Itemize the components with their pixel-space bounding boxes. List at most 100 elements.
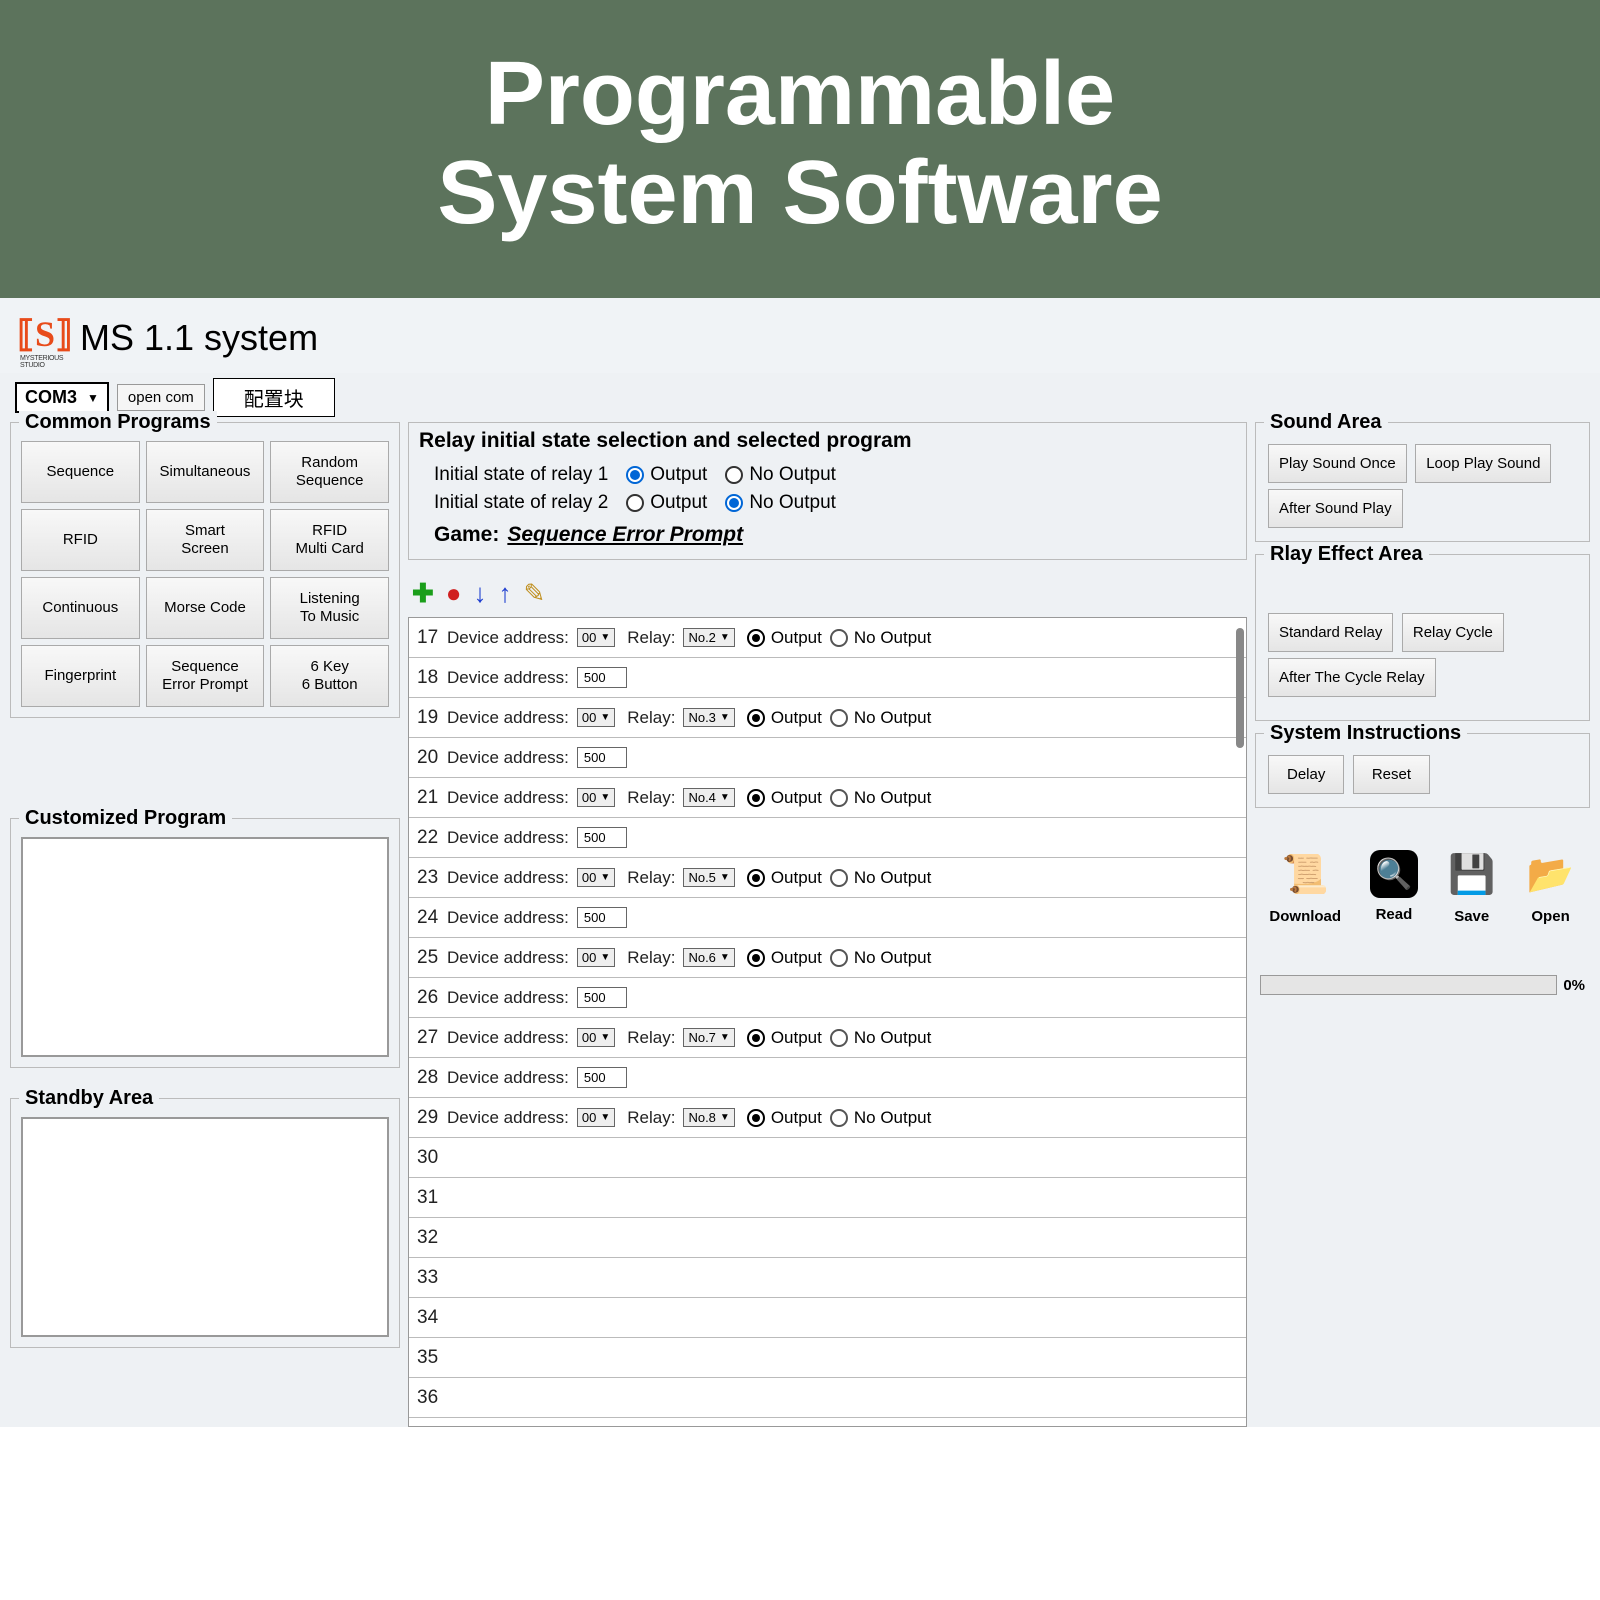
open-action[interactable]: 📂 Open [1526, 850, 1576, 925]
sound-title: Sound Area [1264, 411, 1388, 434]
relay-select[interactable]: No.4 [683, 788, 734, 807]
addr-select[interactable]: 00 [577, 868, 615, 887]
grid-row-22[interactable]: 22Device address:500 [409, 818, 1246, 858]
addr-select[interactable]: 00 [577, 948, 615, 967]
program-button-9[interactable]: Fingerprint [21, 645, 140, 707]
row-output[interactable]: Output [747, 1028, 822, 1048]
relay-effect-title: Rlay Effect Area [1264, 543, 1429, 566]
grid-row-35[interactable]: 35 [409, 1338, 1246, 1378]
program-button-1[interactable]: Simultaneous [146, 441, 265, 503]
grid-row-33[interactable]: 33 [409, 1258, 1246, 1298]
row-output[interactable]: Output [747, 788, 822, 808]
play-sound-once-button[interactable]: Play Sound Once [1268, 444, 1407, 483]
row-output[interactable]: Output [747, 868, 822, 888]
program-button-10[interactable]: SequenceError Prompt [146, 645, 265, 707]
grid-row-18[interactable]: 18Device address:500 [409, 658, 1246, 698]
grid-row-27[interactable]: 27Device address:00Relay:No.7OutputNo Ou… [409, 1018, 1246, 1058]
relay-select[interactable]: No.3 [683, 708, 734, 727]
standard-relay-button[interactable]: Standard Relay [1268, 613, 1393, 652]
wand-icon[interactable]: ✎ [524, 578, 546, 609]
relay-select[interactable]: No.6 [683, 948, 734, 967]
row-nooutput[interactable]: No Output [830, 868, 932, 888]
move-down-icon[interactable]: ↓ [474, 578, 487, 609]
program-button-0[interactable]: Sequence [21, 441, 140, 503]
open-com-button[interactable]: open com [117, 384, 205, 411]
relay-cycle-button[interactable]: Relay Cycle [1402, 613, 1504, 652]
row-output[interactable]: Output [747, 628, 822, 648]
grid-row-24[interactable]: 24Device address:500 [409, 898, 1246, 938]
relay2-nooutput[interactable]: No Output [725, 492, 836, 514]
grid-row-29[interactable]: 29Device address:00Relay:No.8OutputNo Ou… [409, 1098, 1246, 1138]
row-nooutput[interactable]: No Output [830, 708, 932, 728]
relay-select[interactable]: No.2 [683, 628, 734, 647]
relay1-label: Initial state of relay 1 [434, 464, 608, 486]
grid-row-17[interactable]: 17Device address:00Relay:No.2OutputNo Ou… [409, 618, 1246, 658]
addr-select[interactable]: 00 [577, 1028, 615, 1047]
grid-row-31[interactable]: 31 [409, 1178, 1246, 1218]
read-action[interactable]: 🔍 Read [1370, 850, 1418, 925]
game-row: Game: Sequence Error Prompt [419, 517, 1236, 553]
remove-icon[interactable]: ● [446, 578, 462, 609]
addr-input[interactable]: 500 [577, 907, 627, 928]
delay-button[interactable]: Delay [1268, 755, 1344, 794]
program-button-7[interactable]: Morse Code [146, 577, 265, 639]
row-nooutput[interactable]: No Output [830, 1028, 932, 1048]
addr-input[interactable]: 500 [577, 987, 627, 1008]
row-nooutput[interactable]: No Output [830, 1108, 932, 1128]
program-button-5[interactable]: RFIDMulti Card [270, 509, 389, 571]
addr-select[interactable]: 00 [577, 628, 615, 647]
com-select[interactable]: COM3 [15, 382, 109, 413]
row-output[interactable]: Output [747, 948, 822, 968]
addr-input[interactable]: 500 [577, 747, 627, 768]
addr-input[interactable]: 500 [577, 827, 627, 848]
row-nooutput[interactable]: No Output [830, 788, 932, 808]
grid-row-34[interactable]: 34 [409, 1298, 1246, 1338]
relay2-output[interactable]: Output [626, 492, 707, 514]
program-button-6[interactable]: Continuous [21, 577, 140, 639]
addr-input[interactable]: 500 [577, 667, 627, 688]
program-button-4[interactable]: SmartScreen [146, 509, 265, 571]
config-button[interactable]: 配置块 [213, 378, 335, 417]
grid-row-36[interactable]: 36 [409, 1378, 1246, 1418]
loop-play-sound-button[interactable]: Loop Play Sound [1415, 444, 1551, 483]
program-button-2[interactable]: RandomSequence [270, 441, 389, 503]
move-up-icon[interactable]: ↑ [499, 578, 512, 609]
relay-select[interactable]: No.5 [683, 868, 734, 887]
grid-row-20[interactable]: 20Device address:500 [409, 738, 1246, 778]
after-cycle-relay-button[interactable]: After The Cycle Relay [1268, 658, 1436, 697]
row-output[interactable]: Output [747, 1108, 822, 1128]
grid-row-23[interactable]: 23Device address:00Relay:No.5OutputNo Ou… [409, 858, 1246, 898]
relay-select[interactable]: No.7 [683, 1028, 734, 1047]
save-action[interactable]: 💾 Save [1447, 850, 1497, 925]
relay-select[interactable]: No.8 [683, 1108, 734, 1127]
banner: Programmable System Software [0, 0, 1600, 298]
grid-row-30[interactable]: 30 [409, 1138, 1246, 1178]
program-button-11[interactable]: 6 Key6 Button [270, 645, 389, 707]
add-icon[interactable]: ✚ [412, 578, 434, 609]
program-button-3[interactable]: RFID [21, 509, 140, 571]
grid-row-26[interactable]: 26Device address:500 [409, 978, 1246, 1018]
addr-select[interactable]: 00 [577, 1108, 615, 1127]
row-nooutput[interactable]: No Output [830, 628, 932, 648]
grid-row-19[interactable]: 19Device address:00Relay:No.3OutputNo Ou… [409, 698, 1246, 738]
instruction-grid[interactable]: 17Device address:00Relay:No.2OutputNo Ou… [408, 617, 1247, 1427]
row-output[interactable]: Output [747, 708, 822, 728]
program-button-8[interactable]: ListeningTo Music [270, 577, 389, 639]
after-sound-play-button[interactable]: After Sound Play [1268, 489, 1403, 528]
customized-program-box[interactable] [21, 837, 389, 1057]
grid-row-28[interactable]: 28Device address:500 [409, 1058, 1246, 1098]
grid-row-21[interactable]: 21Device address:00Relay:No.4OutputNo Ou… [409, 778, 1246, 818]
grid-row-25[interactable]: 25Device address:00Relay:No.6OutputNo Ou… [409, 938, 1246, 978]
row-nooutput[interactable]: No Output [830, 948, 932, 968]
addr-select[interactable]: 00 [577, 708, 615, 727]
standby-area-box[interactable] [21, 1117, 389, 1337]
addr-input[interactable]: 500 [577, 1067, 627, 1088]
grid-row-32[interactable]: 32 [409, 1218, 1246, 1258]
reset-button[interactable]: Reset [1353, 755, 1430, 794]
relay1-output[interactable]: Output [626, 464, 707, 486]
banner-line1: Programmable [485, 44, 1115, 144]
download-action[interactable]: 📜 Download [1269, 850, 1341, 925]
relay1-nooutput[interactable]: No Output [725, 464, 836, 486]
addr-select[interactable]: 00 [577, 788, 615, 807]
scrollbar[interactable] [1236, 628, 1244, 748]
